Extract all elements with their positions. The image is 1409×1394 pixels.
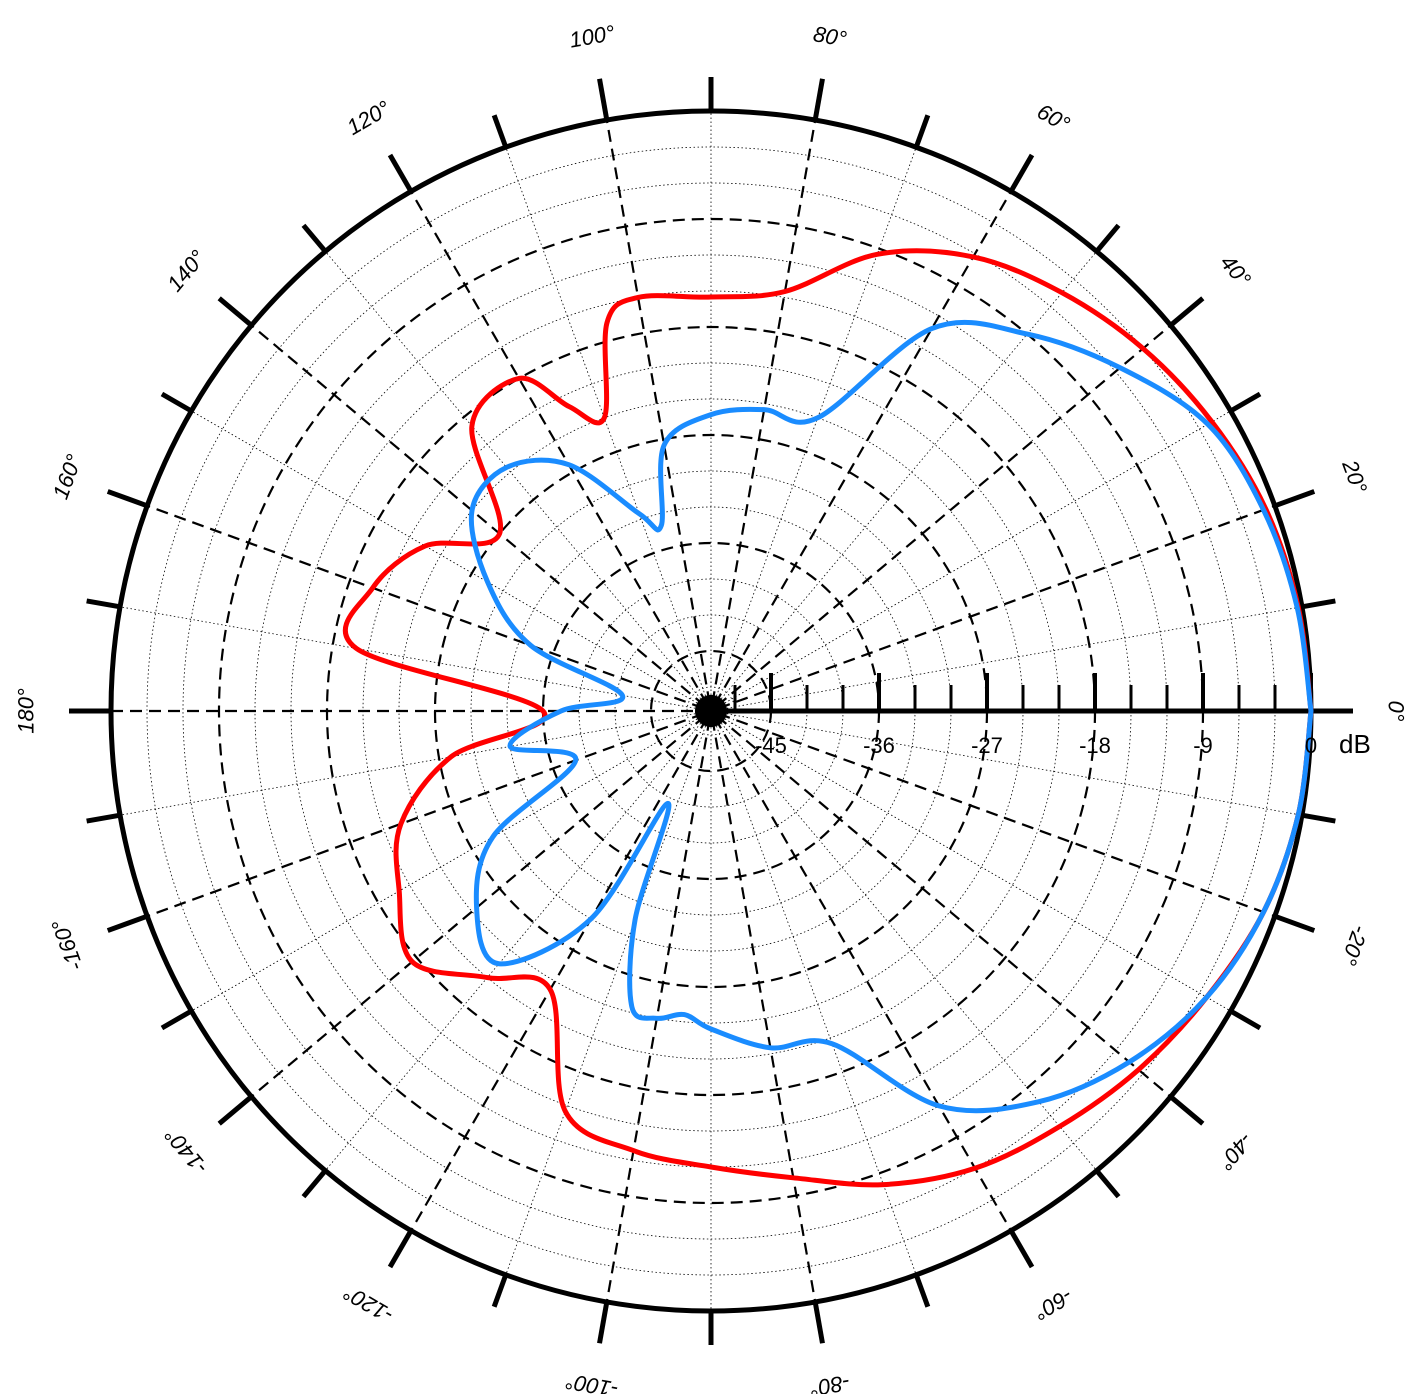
- angle-tick-label: 60°: [1033, 99, 1074, 137]
- major-grid-spoke: [410, 190, 708, 705]
- angle-minor-tick: [913, 114, 931, 149]
- minor-grid-spoke: [715, 716, 1097, 1171]
- major-grid-spoke: [605, 119, 711, 704]
- angle-minor-tick: [491, 114, 509, 149]
- angle-major-tick: [597, 78, 610, 121]
- series-line-1: [342, 248, 1314, 1188]
- angle-tick-label: -140°: [160, 1123, 213, 1180]
- angle-tick-label: 140°: [162, 245, 211, 296]
- minor-grid-spoke: [120, 606, 704, 711]
- angle-tick-label: -100°: [564, 1369, 621, 1394]
- minor-grid-spoke: [325, 716, 707, 1171]
- angle-tick-label: 180°: [14, 688, 39, 734]
- angle-major-tick: [387, 153, 414, 193]
- angle-tick-label: 40°: [1215, 250, 1256, 292]
- angle-tick-label: 80°: [811, 21, 848, 51]
- angle-tick-label: -20°: [1336, 922, 1373, 969]
- angle-major-tick: [812, 78, 825, 121]
- minor-grid-spoke: [120, 711, 704, 816]
- minor-grid-spoke: [713, 147, 917, 704]
- major-grid-spoke: [711, 718, 817, 1303]
- major-grid-spoke: [146, 712, 704, 918]
- major-grid-spoke: [718, 504, 1276, 710]
- major-grid-spoke: [250, 324, 706, 707]
- minor-grid-spoke: [505, 147, 709, 704]
- angle-major-tick: [597, 1301, 610, 1344]
- angle-minor-tick: [301, 1169, 328, 1199]
- major-grid-spoke: [718, 712, 1276, 918]
- angle-minor-tick: [1229, 1008, 1262, 1031]
- radial-axis: [69, 673, 1353, 714]
- angle-tick-label: 160°: [48, 451, 87, 503]
- minor-grid-spoke: [325, 251, 707, 706]
- minor-grid-spoke: [191, 410, 705, 708]
- angle-tick-label: -60°: [1030, 1283, 1078, 1325]
- angle-major-tick: [1008, 1229, 1035, 1269]
- radial-tick-label: -9: [1193, 733, 1213, 758]
- angle-minor-tick: [1094, 223, 1121, 253]
- angle-tick-label: 20°: [1337, 456, 1372, 497]
- angle-major-tick: [387, 1229, 414, 1269]
- major-grid-spoke: [716, 715, 1172, 1098]
- minor-grid-spoke: [718, 711, 1302, 816]
- minor-grid-spoke: [717, 714, 1231, 1012]
- radial-labels: -45 -36 -27 -18 -9 0 dB: [755, 729, 1371, 759]
- minor-grid-spoke: [191, 714, 705, 1012]
- radial-unit-label: dB: [1339, 729, 1371, 759]
- angle-minor-tick: [1301, 598, 1336, 610]
- angle-minor-tick: [1094, 1169, 1121, 1199]
- angle-major-tick: [1169, 1094, 1205, 1126]
- angle-major-tick: [106, 489, 149, 509]
- major-grid-spoke: [146, 504, 704, 710]
- minor-grid-spoke: [713, 718, 917, 1275]
- angle-minor-tick: [301, 223, 328, 253]
- major-grid-spoke: [716, 324, 1172, 707]
- radial-tick-label: 0: [1305, 733, 1317, 758]
- radial-tick-label: -27: [971, 733, 1003, 758]
- angle-minor-tick: [913, 1273, 931, 1308]
- angle-tick-label: 0°: [1384, 700, 1409, 721]
- radial-tick-label: -36: [863, 733, 895, 758]
- major-grid-spoke: [714, 717, 1012, 1232]
- minor-grid-spoke: [717, 410, 1231, 708]
- angle-tick-label: -40°: [1213, 1128, 1258, 1175]
- minor-grid-spoke: [505, 718, 709, 1275]
- minor-grid-spoke: [715, 251, 1097, 706]
- angle-minor-tick: [160, 391, 193, 414]
- angle-major-tick: [217, 1094, 253, 1126]
- angle-minor-tick: [1301, 812, 1336, 824]
- angle-minor-tick: [491, 1273, 509, 1308]
- angle-tick-label: 100°: [567, 20, 616, 53]
- angle-major-tick: [1169, 296, 1205, 328]
- angle-minor-tick: [86, 812, 121, 824]
- series-line-2: [468, 319, 1314, 1114]
- minor-grid-spoke: [718, 606, 1302, 711]
- center-spoke: [710, 709, 728, 716]
- angle-minor-tick: [86, 598, 121, 610]
- angle-major-tick: [812, 1301, 825, 1344]
- angle-tick-label: -120°: [339, 1280, 397, 1328]
- angle-tick-label: 120°: [343, 95, 395, 140]
- major-grid-spoke: [714, 190, 1012, 705]
- series-layer: [342, 248, 1314, 1188]
- radial-tick-label: -45: [755, 733, 787, 758]
- major-grid-spoke: [605, 718, 711, 1303]
- angle-minor-tick: [160, 1008, 193, 1031]
- radial-tick-label: -18: [1079, 733, 1111, 758]
- angle-tick-label: -80°: [808, 1370, 853, 1394]
- major-grid-spoke: [410, 717, 708, 1232]
- angle-major-tick: [1008, 153, 1035, 193]
- angle-major-tick: [106, 913, 149, 933]
- angle-major-tick: [1273, 913, 1316, 933]
- angle-major-tick: [1273, 489, 1316, 509]
- angle-minor-tick: [1229, 391, 1262, 414]
- angle-major-tick: [217, 296, 253, 328]
- angle-tick-label: -160°: [46, 916, 88, 974]
